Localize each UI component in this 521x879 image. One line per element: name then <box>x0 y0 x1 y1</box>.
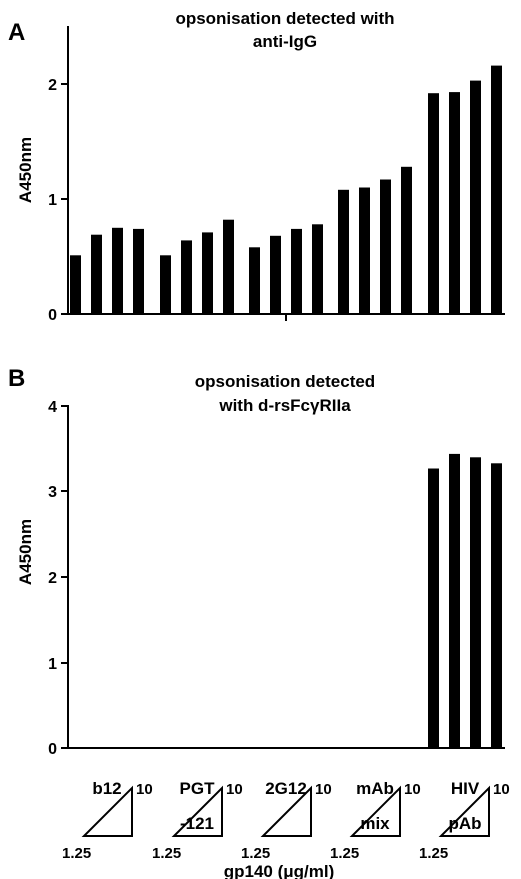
panel-b-ytick-label: 4 <box>48 399 57 416</box>
panel-a-ytick-label: 2 <box>48 77 57 94</box>
concentration-low-label: 1.25 <box>241 845 270 862</box>
panel-b-ytick-label: 2 <box>48 570 57 587</box>
panel-a-title-line-2: anti-IgG <box>253 32 317 51</box>
panel-a-bar-4-2 <box>470 80 481 314</box>
concentration-low-label: 1.25 <box>330 845 359 862</box>
concentration-triangle <box>171 785 223 837</box>
panel-a-bar-1-2 <box>202 232 213 314</box>
panel-a-bar-0-3 <box>133 228 144 314</box>
panel-a-bar-2-1 <box>270 235 281 314</box>
panel-a-bar-0-1 <box>91 234 102 314</box>
panel-a-bar-0-2 <box>112 227 123 315</box>
panel-a-bar-3-2 <box>380 179 391 314</box>
panel-a-bar-3-3 <box>401 166 412 314</box>
panel-a-ticks: 0 1 2 <box>48 77 68 324</box>
panel-b-title-line-1: opsonisation detected <box>195 372 375 391</box>
panel-a-letter: A <box>8 19 25 46</box>
panel-b-bar-4-3 <box>491 463 502 748</box>
panel-a-bar-2-3 <box>312 224 323 314</box>
panel-a-bar-4-0 <box>428 93 439 314</box>
panel-a-bar-3-0 <box>338 189 349 314</box>
category-label-hiv-line2: pAb <box>448 814 481 833</box>
panel-b-y-axis-label: A450nm <box>16 519 35 585</box>
panel-b-bar-4-2 <box>470 457 481 748</box>
panel-b: B opsonisation detected with d-rsFcγRIIa… <box>8 365 505 758</box>
concentration-low-label: 1.25 <box>62 845 91 862</box>
category-label-2g12: 2G12 <box>265 779 307 798</box>
concentration-high-label: 10 <box>315 781 332 798</box>
panel-a-bar-2-0 <box>249 247 260 314</box>
concentration-high-label: 10 <box>404 781 421 798</box>
category-label-b12: b12 <box>92 779 121 798</box>
panel-a: A opsonisation detected with anti-IgG A4… <box>8 9 505 324</box>
panel-a-bar-1-3 <box>223 219 234 314</box>
panel-b-bar-4-1 <box>449 453 460 748</box>
panel-b-bars <box>428 453 502 748</box>
panel-b-ytick-label: 3 <box>48 484 57 501</box>
concentration-high-label: 10 <box>136 781 153 798</box>
panel-a-bar-1-1 <box>181 240 192 314</box>
concentration-triangle <box>438 785 490 837</box>
panel-b-ytick-label: 1 <box>48 656 57 673</box>
category-label-hiv: HIV <box>451 779 480 798</box>
concentration-high-label: 10 <box>226 781 243 798</box>
concentration-triangle <box>349 785 401 837</box>
panel-a-bar-0-0 <box>70 255 81 314</box>
concentration-high-label: 10 <box>493 781 510 798</box>
category-label-pgt-line2: -121 <box>180 814 214 833</box>
panel-b-letter: B <box>8 365 25 392</box>
category-labels: b12 PGT -121 2G12 mAb mix HIV pAb <box>92 779 481 833</box>
concentration-low-label: 1.25 <box>152 845 181 862</box>
concentration-low-label: 1.25 <box>419 845 448 862</box>
category-label-mab: mAb <box>356 779 394 798</box>
panel-b-ytick-label: 0 <box>48 741 57 758</box>
panel-b-bar-4-0 <box>428 468 439 748</box>
panel-b-ticks: 0 1 2 3 4 <box>48 399 68 758</box>
panel-b-title-line-2: with d-rsFcγRIIa <box>218 396 351 415</box>
concentration-triangle <box>81 785 133 837</box>
panel-a-bar-2-2 <box>291 228 302 314</box>
panel-a-bar-1-0 <box>160 255 171 314</box>
category-label-pgt: PGT <box>180 779 216 798</box>
panel-a-ytick-label: 1 <box>48 192 57 209</box>
x-axis-label: gp140 (μg/ml) <box>224 862 335 879</box>
panel-a-bar-4-1 <box>449 92 460 314</box>
concentration-triangle <box>260 785 312 837</box>
panel-a-title-line-1: opsonisation detected with <box>175 9 394 28</box>
panel-a-y-axis-label: A450nm <box>16 137 35 203</box>
panel-a-ytick-label: 0 <box>48 307 57 324</box>
category-label-mab-line2: mix <box>360 814 390 833</box>
panel-a-bar-3-1 <box>359 187 370 314</box>
panel-a-bars <box>70 65 502 315</box>
panel-a-bar-4-3 <box>491 65 502 314</box>
